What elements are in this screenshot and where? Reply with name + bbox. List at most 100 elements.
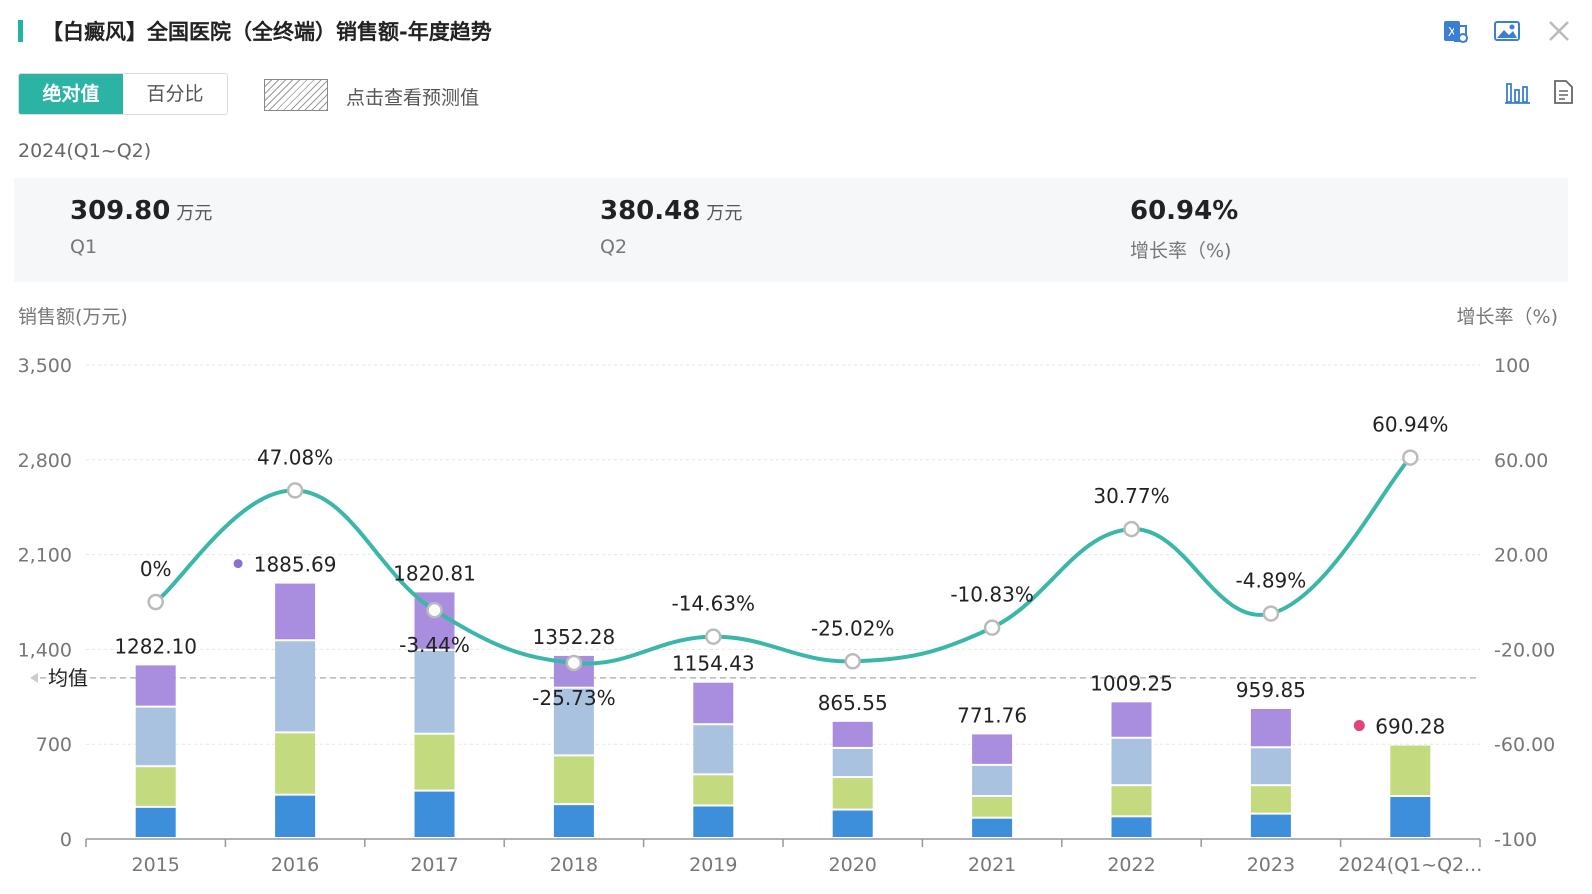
growth-label: 0% [140,557,172,581]
bar-segment [135,767,176,806]
value-mode-toggle: 绝对值 百分比 [18,73,228,115]
x-tick-label: 2015 [132,854,180,876]
label-layer: 1282.10 1885.69 1820.81 1352.28 1154.43 865.5… [114,413,1448,739]
growth-label: -25.02% [811,616,894,640]
growth-point [426,601,443,619]
bar-segment [832,778,873,809]
purple-dot-marker [233,559,243,569]
bar-total-label: 1885.69 [254,553,337,577]
right-tick-label: -100 [1494,829,1537,851]
growth-point [565,654,583,672]
bar-segment [275,641,316,732]
bar-segment [414,791,455,837]
growth-label: -4.89% [1236,569,1307,593]
bar-segment [135,707,176,766]
right-tick-label: -60.00 [1494,734,1555,756]
bar-segment [275,583,316,640]
x-tick-label: 2023 [1247,854,1295,876]
growth-line [154,456,1412,666]
forecast-hatch-swatch[interactable] [264,79,328,111]
bar-segment [553,805,594,837]
bar-segment [1250,786,1291,813]
average-marker [30,672,38,683]
left-tick-label: 2,100 [18,545,72,567]
forecast-toggle-label[interactable]: 点击查看预测值 [346,87,480,109]
sales-growth-chart: 销售额(万元) 增长率（%) 3,500 100 2,800 60.00 2,100 20.0… [18,306,1558,876]
bar-segment [693,775,734,805]
bar-total-label: 1282.10 [114,634,197,658]
stat-q1-unit: 万元 [176,203,213,224]
right-tick-label: 100 [1494,355,1530,377]
bar-total-label: 1352.28 [533,625,616,649]
stat-q2-value: 380.48 [600,196,701,226]
absolute-value-tab[interactable]: 绝对值 [19,74,123,114]
header-actions: X [1440,16,1574,46]
x-tick-label: 2020 [829,854,877,876]
bar-segment [553,756,594,804]
bar-segment [1390,745,1431,796]
growth-point [1123,520,1140,538]
x-tick-label: 2024(Q1~Q2... [1338,854,1482,876]
bar-segment [414,650,455,733]
growth-label: 47.08% [257,445,333,469]
growth-point [1262,605,1280,622]
stat-growth: 60.94% 增长率（%) [1130,196,1238,263]
stat-q2-unit: 万元 [706,203,743,224]
bar-segment [972,734,1013,764]
bar-total-label: 865.55 [818,691,888,715]
x-tick-label: 2019 [689,854,737,876]
document-icon[interactable] [1548,77,1578,107]
stat-growth-value: 60.94% [1130,196,1239,226]
grid-layer: 销售额(万元) 增长率（%) 3,500 100 2,800 60.00 2,100 20.0… [18,306,1558,876]
svg-text:X: X [1448,25,1456,39]
bar-segment [693,725,734,774]
bar-segment [832,810,873,837]
growth-label: -3.44% [399,633,470,657]
growth-point [1402,449,1419,466]
left-tick-label: 2,800 [18,450,72,472]
left-tick-label: 3,500 [18,355,72,377]
x-tick-label: 2022 [1107,854,1155,876]
growth-label: -10.83% [950,583,1033,607]
bar-segment [1250,708,1291,747]
stat-q1: 309.80 万元 Q1 [70,196,212,258]
right-tick-label: -20.00 [1494,639,1555,661]
bar-total-label: 690.28 [1375,715,1445,739]
bar-segment [693,806,734,837]
growth-label: 30.77% [1093,484,1169,508]
period-label: 2024(Q1~Q2) [18,140,152,162]
bar-segment [832,721,873,747]
bar-segment [693,682,734,724]
excel-export-icon[interactable]: X [1440,16,1470,46]
bar-total-label: 959.85 [1236,678,1306,702]
growth-label: -14.63% [672,592,755,616]
stat-q2-label: Q2 [600,236,628,258]
left-tick-label: 1,400 [18,639,72,661]
bar-segment [1111,817,1152,837]
bar-segment [553,688,594,755]
bar-segment [972,818,1013,837]
red-dot-marker [1353,720,1365,732]
growth-point [983,619,1001,636]
bar-segment [1111,786,1152,816]
bar-segment [972,797,1013,817]
growth-point [844,653,861,670]
image-export-icon[interactable] [1492,16,1522,46]
growth-label: -25.73% [532,686,615,710]
view-switcher [1502,77,1578,107]
bar-chart-icon[interactable] [1502,77,1532,107]
right-axis-title: 增长率（%) [1457,306,1558,328]
stat-q1-label: Q1 [70,236,98,258]
right-tick-label: 20.00 [1494,545,1548,567]
close-icon[interactable] [1544,16,1574,46]
bar-segment [1111,702,1152,737]
bar-segment [1111,738,1152,785]
x-tick-label: 2016 [271,854,319,876]
right-tick-label: 60.00 [1494,450,1548,472]
growth-line-layer [147,449,1419,672]
percentage-tab[interactable]: 百分比 [123,74,227,114]
left-tick-label: 700 [36,734,72,756]
bar-segment [275,733,316,794]
bar-total-label: 771.76 [957,703,1027,727]
stat-growth-label: 增长率（%) [1130,240,1232,262]
